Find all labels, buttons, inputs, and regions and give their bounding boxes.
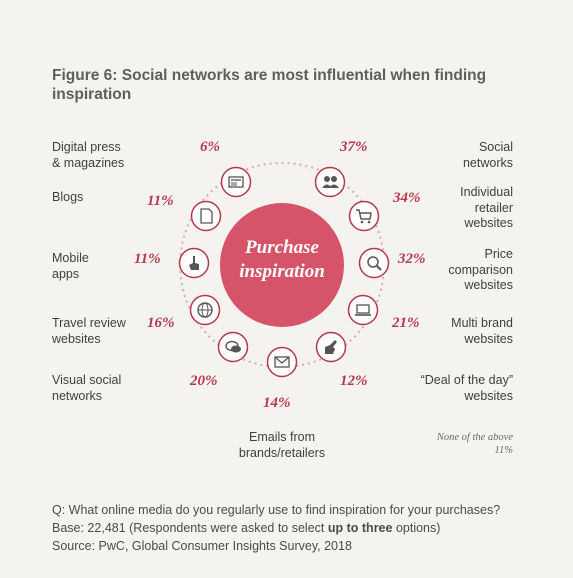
pct-social-networks: 37% — [340, 139, 368, 155]
label-mobile-apps: Mobile apps — [52, 251, 89, 281]
pct-price-comparison: 32% — [398, 251, 426, 267]
base-bold: up to three — [327, 521, 393, 535]
people-icon — [314, 166, 346, 198]
pct-mobile-apps: 11% — [134, 251, 161, 267]
none-of-the-above: None of the above 11% — [403, 431, 513, 457]
none-label: None of the above — [436, 432, 513, 443]
label-price-comparison: Price comparison websites — [448, 247, 513, 292]
pct-individual-retailer: 34% — [393, 190, 421, 206]
shopping-cart-icon — [348, 200, 380, 232]
center-label-line1: Purchase — [245, 237, 319, 258]
center-label-line2: inspiration — [239, 261, 325, 282]
envelope-icon — [266, 346, 298, 378]
survey-question: Q: What online media do you regularly us… — [52, 503, 501, 517]
base-suffix: options) — [392, 521, 441, 535]
pointing-hand-icon — [315, 331, 347, 363]
newspaper-icon — [220, 166, 252, 198]
label-travel-review: Travel review websites — [52, 316, 126, 346]
globe-icon — [189, 294, 221, 326]
none-value: 11% — [494, 445, 513, 456]
pct-travel-review: 16% — [147, 315, 175, 331]
label-deal-of-day: “Deal of the day” websites — [420, 373, 513, 403]
pct-visual-social: 20% — [190, 373, 218, 389]
survey-source: Source: PwC, Global Consumer Insights Su… — [52, 539, 352, 553]
magnifier-icon — [358, 247, 390, 279]
label-visual-social: Visual social networks — [52, 373, 122, 403]
label-digital-press: Digital press & magazines — [52, 140, 125, 170]
center-circle — [220, 203, 344, 327]
pct-blogs: 11% — [147, 193, 174, 209]
pct-deal-of-day: 12% — [340, 373, 368, 389]
pct-multi-brand: 21% — [392, 315, 420, 331]
chat-bubbles-icon — [217, 331, 249, 363]
figure-title: Figure 6: Social networks are most influ… — [52, 67, 487, 103]
center-label: Purchase inspiration — [222, 236, 342, 284]
label-emails: Emails from brands/retailers — [238, 430, 326, 460]
label-social-networks: Social networks — [462, 140, 513, 170]
label-multi-brand: Multi brand websites — [451, 316, 513, 346]
label-individual-retailer: Individual retailer websites — [460, 185, 513, 230]
pct-digital-press: 6% — [200, 139, 220, 155]
pct-emails: 14% — [263, 395, 291, 411]
laptop-icon — [347, 294, 379, 326]
touch-hand-icon — [178, 247, 210, 279]
label-blogs: Blogs — [52, 190, 84, 204]
document-icon — [190, 200, 222, 232]
base-prefix: Base: 22,481 (Respondents were asked to … — [52, 521, 328, 535]
survey-base: Base: 22,481 (Respondents were asked to … — [52, 520, 532, 536]
